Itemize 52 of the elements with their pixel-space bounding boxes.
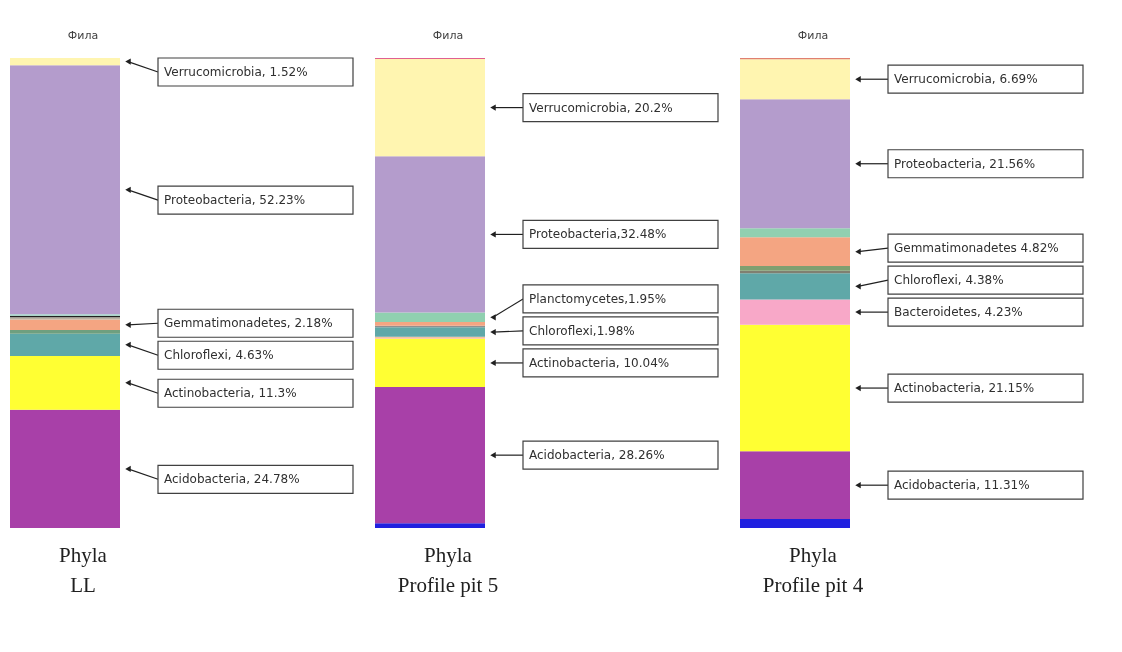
data-label: Acidobacteria, 11.31% [894, 478, 1030, 493]
bar [10, 58, 120, 66]
x-tick-label: Profile pit 5 [397, 573, 499, 597]
data-label: Planctomycetes,1.95% [529, 291, 667, 306]
data-label: Acidobacteria, 28.26% [529, 448, 665, 463]
data-label: Proteobacteria, 52.23% [164, 193, 306, 208]
bar [740, 273, 850, 300]
x-axis-title: Phyla [789, 543, 838, 567]
data-label: Actinobacteria, 21.15% [894, 381, 1035, 396]
chart-title: Фила [797, 29, 829, 42]
bar [10, 330, 120, 334]
chart-title: Фила [432, 29, 464, 42]
data-label: Acidobacteria, 24.78% [164, 472, 300, 487]
bar [10, 65, 120, 315]
data-label: Chloroflexi,1.98% [529, 323, 635, 338]
bar [375, 338, 485, 388]
bar [740, 324, 850, 452]
bar [740, 59, 850, 100]
bar [10, 355, 120, 410]
data-label: Verrucomicrobia, 20.2% [529, 100, 673, 115]
x-tick-label: Profile pit 4 [762, 573, 864, 597]
x-axis-title: Phyla [424, 543, 473, 567]
x-axis-title: Phyla [59, 543, 108, 567]
bar [740, 266, 850, 271]
data-label: Chloroflexi, 4.63% [164, 348, 274, 363]
data-label: Verrucomicrobia, 1.52% [164, 65, 308, 79]
bar [10, 333, 120, 356]
data-label: Actinobacteria, 10.04% [529, 355, 670, 370]
chart-title: Фила [67, 29, 99, 42]
bar [740, 519, 850, 528]
bar [375, 156, 485, 313]
bar [740, 228, 850, 238]
data-label: Bacteroidetes, 4.23% [894, 305, 1023, 320]
bar [740, 451, 850, 520]
bar [375, 387, 485, 524]
data-label: Proteobacteria, 21.56% [894, 156, 1036, 171]
bar [740, 99, 850, 229]
bar [375, 58, 485, 157]
data-label: Gemmatimonadetes, 2.18% [164, 316, 333, 331]
bar [375, 327, 485, 337]
data-label: Proteobacteria,32.48% [529, 227, 667, 242]
bar [375, 523, 485, 528]
bar [10, 409, 120, 528]
bar [740, 237, 850, 267]
data-label: Verrucomicrobia, 6.69% [894, 72, 1038, 87]
data-label: Gemmatimonadetes 4.82% [894, 241, 1059, 256]
x-tick-label: LL [70, 573, 96, 597]
bar [10, 319, 120, 331]
bar [740, 299, 850, 325]
data-label: Actinobacteria, 11.3% [164, 386, 297, 401]
bar [375, 312, 485, 323]
data-label: Chloroflexi, 4.38% [894, 273, 1004, 288]
